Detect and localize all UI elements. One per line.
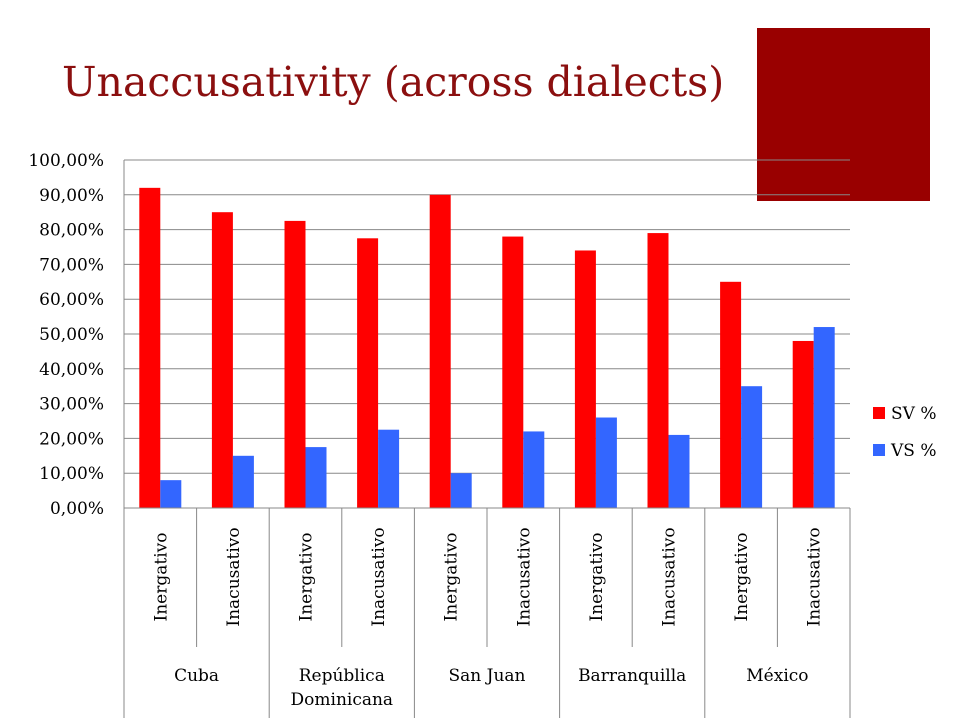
legend-label: SV % — [891, 404, 936, 424]
y-tick-label: 90,00% — [39, 186, 104, 206]
x-category-label: Inergativo — [587, 533, 607, 622]
bar-vs — [813, 327, 835, 508]
x-category-label: Inergativo — [297, 533, 317, 622]
y-tick-label: 100,00% — [28, 151, 104, 171]
bar-vs — [305, 447, 327, 508]
bar-sv — [139, 187, 161, 508]
decorative-square — [757, 28, 930, 201]
bar-sv — [647, 233, 669, 508]
y-tick-label: 20,00% — [39, 429, 104, 449]
legend-swatch — [873, 407, 885, 419]
x-category-label: Inacusativo — [514, 527, 534, 626]
y-tick-label: 60,00% — [39, 290, 104, 310]
y-tick-label: 70,00% — [39, 255, 104, 275]
y-tick-label: 80,00% — [39, 221, 104, 241]
bar-vs — [232, 455, 254, 508]
y-tick-label: 50,00% — [39, 325, 104, 345]
bar-sv — [211, 212, 233, 508]
bar-vs — [378, 429, 400, 508]
bar-vs — [523, 431, 545, 508]
bar-sv — [284, 220, 306, 508]
x-category-label: Inergativo — [151, 533, 171, 622]
bar-vs — [741, 386, 763, 508]
x-category-label: Inergativo — [442, 533, 462, 622]
x-axis: Inergativo Inacusativo Inergativo Inacusati… — [123, 507, 851, 718]
x-group-label: Barranquilla — [578, 666, 686, 686]
x-category-label: Inacusativo — [660, 527, 680, 626]
bar-vs — [450, 473, 472, 508]
bar-vs — [160, 480, 182, 508]
x-group-label: México — [746, 666, 808, 686]
bar-sv — [720, 281, 742, 508]
x-category-label: Inacusativo — [369, 527, 389, 626]
bar-sv — [502, 236, 524, 508]
slide-title: Unaccusativity (across dialects) — [62, 58, 725, 106]
x-group-label: República Dominicana — [291, 666, 394, 710]
bar-sv — [357, 238, 379, 509]
legend-swatch — [873, 444, 885, 456]
y-tick-label: 10,00% — [39, 464, 104, 484]
bar-sv — [574, 250, 596, 509]
bar-vs — [668, 434, 690, 508]
x-group-label: Cuba — [174, 666, 219, 686]
y-tick-label: 0,00% — [50, 499, 104, 519]
legend: SV % VS % — [873, 404, 936, 461]
bar-vs — [595, 417, 617, 508]
bar-sv — [792, 340, 814, 508]
x-category-label: Inacusativo — [805, 527, 825, 626]
legend-label: VS % — [890, 441, 936, 461]
bar-sv — [429, 194, 451, 509]
bars — [139, 187, 835, 509]
x-group-label: San Juan — [449, 666, 526, 686]
x-category-label: Inacusativo — [224, 527, 244, 626]
x-category-label: Inergativo — [732, 533, 752, 622]
y-tick-label: 30,00% — [39, 395, 104, 415]
y-tick-label: 40,00% — [39, 360, 104, 380]
y-axis-ticks: 0,00% 10,00% 20,00% 30,00% 40,00% 50,00% 60,00… — [28, 151, 104, 519]
